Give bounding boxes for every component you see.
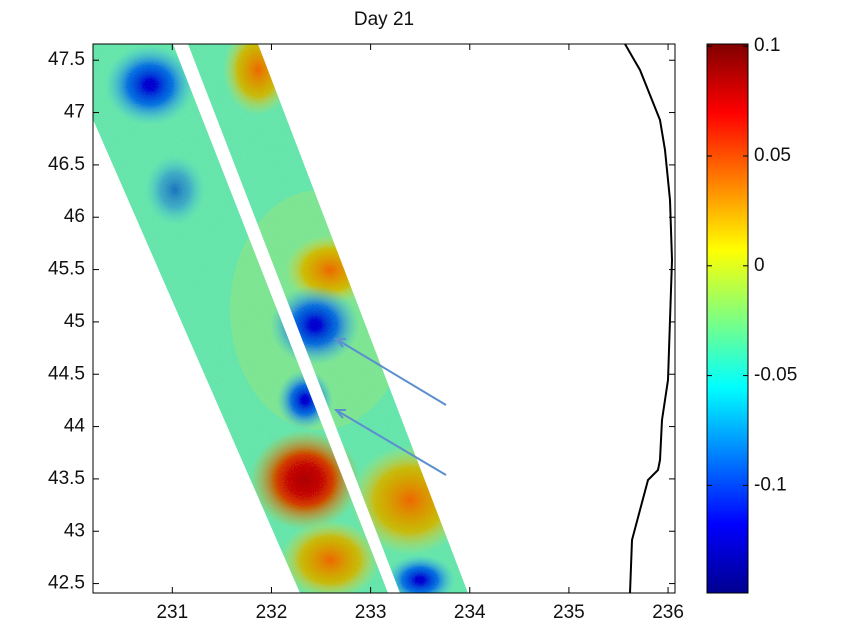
x-tick-label: 235 (553, 602, 585, 623)
y-tick-label: 45 (64, 311, 85, 332)
chart-title: Day 21 (354, 9, 414, 30)
y-tick-label: 47 (64, 102, 85, 123)
y-tick-label: 44 (64, 416, 86, 437)
x-tick-label: 231 (156, 602, 188, 623)
colorbar-tick-label: 0.1 (754, 35, 780, 56)
swath-field (93, 44, 674, 593)
colorbar (706, 43, 749, 594)
y-tick-label: 43.5 (48, 468, 85, 489)
x-tick-label: 236 (652, 602, 684, 623)
colorbar-tick-label: 0.05 (754, 145, 791, 166)
arrow (335, 338, 447, 406)
colorbar-tick-label: 0 (754, 255, 765, 276)
y-tick-label: 45.5 (48, 259, 85, 280)
y-tick-label: 46 (64, 206, 85, 227)
y-tick-label: 42.5 (48, 573, 85, 594)
x-tick-label: 234 (454, 602, 486, 623)
x-tick-label: 232 (256, 602, 288, 623)
arrow-head (333, 409, 346, 419)
coastline (624, 44, 674, 593)
arrow-head (333, 338, 346, 348)
arrow (335, 409, 447, 476)
y-tick-label: 46.5 (48, 154, 85, 175)
y-tick-label: 44.5 (48, 363, 85, 384)
plot-frame (92, 43, 676, 594)
x-tick-label: 233 (355, 602, 387, 623)
colorbar-tick-label: -0.1 (754, 474, 787, 495)
y-tick-label: 47.5 (48, 49, 85, 70)
colorbar-tick-label: -0.05 (754, 365, 797, 386)
y-tick-label: 43 (64, 520, 85, 541)
